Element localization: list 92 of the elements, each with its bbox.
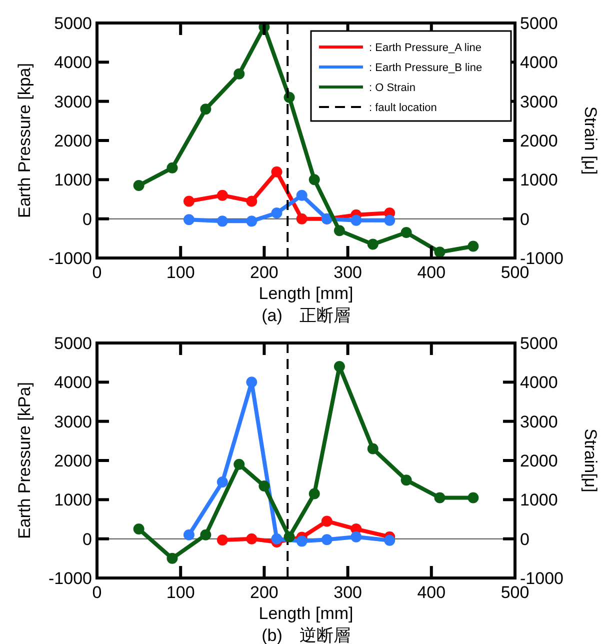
point (296, 190, 308, 201)
y2-tick-label: 4000 (520, 53, 558, 72)
point (246, 196, 258, 207)
y-tick-label: -1000 (48, 569, 92, 588)
point (400, 227, 412, 238)
x-tick-label: 100 (166, 583, 195, 602)
y2-tick-label: 1000 (520, 170, 558, 190)
point (350, 531, 362, 542)
point (400, 474, 412, 486)
point (183, 214, 194, 226)
point (334, 361, 345, 372)
y-tick-label: 1000 (54, 170, 92, 190)
x-tick-label: 400 (417, 583, 446, 602)
legend-label: : fault location (369, 102, 437, 114)
point (434, 492, 446, 504)
y2-tick-label: 1000 (520, 490, 558, 510)
y-tick-label: -1000 (48, 249, 92, 268)
point (183, 529, 194, 540)
x-tick-label: 500 (500, 583, 530, 602)
point (216, 534, 228, 546)
point (246, 533, 258, 544)
y-tick-label: 0 (82, 210, 92, 229)
legend-label: : O Strain (369, 82, 416, 94)
x-axis-title: Length [mm] (258, 284, 354, 303)
y-tick-label: 1000 (54, 490, 92, 510)
y2-tick-label: 2000 (520, 452, 558, 470)
y-tick-label: 5000 (54, 334, 92, 353)
point (308, 488, 320, 500)
y2-tick-label: 3000 (520, 92, 558, 112)
y2-tick-label: 2000 (520, 132, 558, 150)
x-tick-label: 400 (417, 263, 446, 282)
point (468, 240, 479, 252)
point (296, 536, 308, 547)
y-tick-label: 5000 (54, 14, 92, 33)
point (183, 196, 194, 207)
point (133, 180, 144, 192)
point (334, 225, 345, 236)
y-tick-label: 0 (82, 530, 92, 549)
y2-tick-label: 4000 (520, 373, 558, 392)
point (468, 492, 479, 504)
point (258, 480, 270, 492)
y-tick-label: 4000 (54, 373, 92, 392)
point (200, 104, 212, 115)
point (234, 68, 245, 80)
y2-axis-title: Strain[μ] (581, 428, 600, 492)
y-tick-label: 3000 (54, 92, 92, 112)
x-axis-title: Length [mm] (258, 604, 354, 623)
point (321, 534, 332, 546)
point (321, 516, 332, 527)
x-tick-label: 500 (500, 263, 530, 282)
legend-label: : Earth Pressure_A line (369, 42, 482, 54)
point (271, 533, 282, 544)
x-tick-label: 100 (166, 263, 195, 282)
text: (a) 正断層 (262, 306, 350, 325)
y-axis-title: Earth Pressure [kpa] (15, 63, 34, 218)
point (234, 458, 245, 470)
y2-axis-title: Strain [μ] (581, 106, 600, 175)
point (308, 174, 320, 186)
point (246, 216, 258, 227)
y2-tick-label: 0 (520, 210, 530, 229)
y2-tick-label: 3000 (520, 412, 558, 432)
point (284, 531, 295, 542)
point (367, 443, 378, 454)
point (246, 376, 258, 388)
point (271, 166, 282, 178)
point (271, 207, 282, 218)
point (166, 162, 178, 174)
point (216, 216, 228, 227)
point (133, 524, 144, 535)
point (384, 534, 396, 546)
y-tick-label: 4000 (54, 53, 92, 72)
point (367, 238, 378, 250)
x-tick-label: 200 (250, 583, 278, 602)
y2-tick-label: 5000 (520, 14, 558, 33)
point (384, 214, 396, 226)
y-tick-label: 3000 (54, 412, 92, 432)
point (216, 476, 228, 488)
point (216, 190, 228, 201)
point (296, 213, 308, 224)
x-tick-label: 200 (250, 263, 278, 282)
x-tick-label: 300 (334, 583, 362, 602)
point (166, 552, 178, 564)
y-axis-title: Earth Pressure [kPa] (15, 382, 34, 539)
x-tick-label: 300 (334, 263, 362, 282)
y2-tick-label: 5000 (520, 334, 558, 353)
point (200, 529, 212, 540)
point (350, 214, 362, 226)
point (434, 246, 446, 258)
y2-tick-label: 0 (520, 530, 530, 549)
y-tick-label: 2000 (54, 452, 92, 470)
y-tick-label: 2000 (54, 132, 92, 150)
legend-label: : Earth Pressure_B line (369, 62, 482, 74)
